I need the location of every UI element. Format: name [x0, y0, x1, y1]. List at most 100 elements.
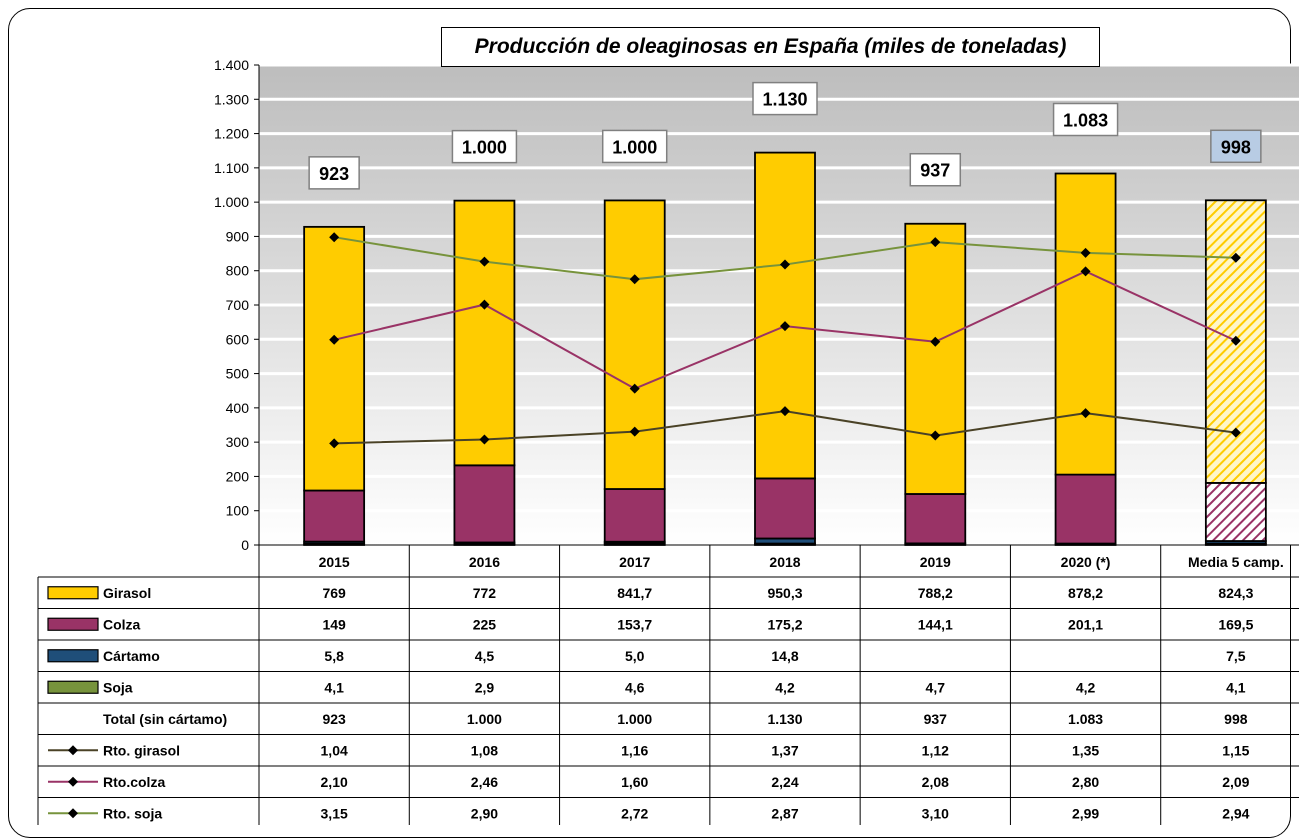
table-cell: 2,10	[321, 774, 348, 790]
legend-key-marker	[68, 745, 78, 756]
table-cell: 225	[473, 616, 497, 632]
bar-girasol-1	[303, 225, 366, 492]
legend-key-marker	[68, 808, 78, 819]
table-cell: 4,6	[625, 679, 645, 695]
table-cell: 4,2	[1076, 679, 1096, 695]
line-marker	[329, 334, 340, 345]
table-cell: 1,16	[621, 742, 648, 758]
table-cell: 841,7	[617, 585, 652, 601]
line-marker	[479, 299, 490, 310]
table-cell: 950,3	[767, 585, 802, 601]
total-label-box	[601, 129, 668, 164]
table-row-label: Soja	[103, 679, 133, 695]
legend-key-cártamo	[47, 649, 99, 663]
table-cell: 2,9	[475, 679, 495, 695]
line-marker	[780, 321, 790, 332]
category-label: 2017	[619, 554, 650, 570]
category-label: 2018	[769, 554, 800, 570]
table-cell: 824,3	[1218, 585, 1253, 601]
table-cell: 2,08	[922, 774, 949, 790]
table-cell: 2,99	[1072, 805, 1099, 821]
legend-key-marker	[68, 776, 78, 787]
y-tick-label: 100	[226, 503, 250, 519]
table-cell: 1.083	[1068, 711, 1103, 727]
category-label: 2020 (*)	[1061, 554, 1111, 570]
total-label: 998	[1221, 137, 1251, 157]
table-cell: 1.000	[617, 711, 652, 727]
table-row-label: Rto.colza	[103, 774, 165, 790]
bar-girasol-4	[754, 151, 816, 480]
legend-key-girasol	[47, 586, 99, 600]
line-marker	[329, 232, 340, 243]
category-label: 2016	[469, 554, 500, 570]
line-marker	[930, 237, 941, 248]
line-marker	[629, 274, 640, 285]
table-cell: 2,72	[621, 805, 648, 821]
table-row-label: Rto. soja	[103, 805, 162, 821]
table-cell: 5,0	[625, 648, 645, 664]
table-cell: 1,12	[922, 742, 949, 758]
y-tick-label: 300	[226, 434, 250, 450]
table-row-label: Rto. girasol	[103, 742, 180, 758]
category-label: 2019	[920, 554, 951, 570]
table-cell: 169,5	[1218, 616, 1253, 632]
table-cell: 1,35	[1072, 742, 1099, 758]
table-cell: 998	[1224, 711, 1248, 727]
table-cell: 4,2	[775, 679, 795, 695]
line-marker	[329, 438, 340, 449]
table-cell: 149	[322, 616, 346, 632]
total-label: 937	[920, 161, 950, 181]
bar-colza-5	[904, 493, 967, 545]
total-label: 1.130	[762, 90, 807, 110]
table-cell: 2,87	[771, 805, 798, 821]
line-marker	[1080, 408, 1091, 419]
line-marker	[1230, 427, 1241, 438]
y-tick-label: 1.300	[214, 91, 249, 107]
table-cell: 769	[322, 585, 346, 601]
table-cell: 2,94	[1222, 805, 1249, 821]
y-tick-label: 600	[226, 331, 250, 347]
y-tick-label: 500	[226, 366, 250, 382]
y-tick-label: 1.000	[214, 194, 249, 210]
table-cell: 2,90	[471, 805, 498, 821]
table-cell: 788,2	[918, 585, 953, 601]
table-cell: 3,10	[922, 805, 949, 821]
line-marker	[479, 434, 490, 445]
table-row-label: Cártamo	[103, 648, 160, 664]
bar-colza-3	[603, 488, 666, 543]
bar-girasol-5	[904, 222, 967, 495]
category-label: Media 5 camp.	[1188, 554, 1284, 570]
table-cell: 2,24	[771, 774, 798, 790]
table-cell: 1.000	[467, 711, 502, 727]
line-marker	[479, 256, 490, 267]
table-row-label: Total (sin cártamo)	[103, 711, 227, 727]
table-cell: 923	[322, 711, 346, 727]
table-cell: 2,09	[1222, 774, 1249, 790]
table-cell: 4,1	[1226, 679, 1246, 695]
table-cell: 153,7	[617, 616, 652, 632]
legend-key-soja	[47, 680, 99, 694]
category-label: 2015	[319, 554, 350, 570]
total-label: 1.000	[462, 138, 507, 158]
table-cell: 14,8	[771, 648, 798, 664]
bar-girasol-2	[453, 199, 516, 467]
bar-colza-6	[1054, 473, 1117, 545]
line-marker	[780, 259, 790, 270]
line-marker	[780, 406, 790, 417]
total-label: 923	[319, 164, 349, 184]
table-row-label: Colza	[103, 616, 141, 632]
table-cell: 4,5	[475, 648, 495, 664]
line-marker	[1080, 247, 1091, 258]
chart-title: Producción de oleaginosas en España (mil…	[441, 27, 1100, 67]
bar-colza-7	[1204, 482, 1267, 542]
total-label-box	[451, 129, 518, 164]
table-cell: 1,04	[321, 742, 348, 758]
line-marker	[930, 336, 941, 347]
table-cell: 3,15	[321, 805, 348, 821]
table-cell: 1,60	[621, 774, 648, 790]
total-label: 1.083	[1063, 111, 1108, 131]
table-cell: 1,08	[471, 742, 498, 758]
y-tick-label: 0	[241, 537, 249, 553]
bar-colza-1	[303, 489, 366, 543]
